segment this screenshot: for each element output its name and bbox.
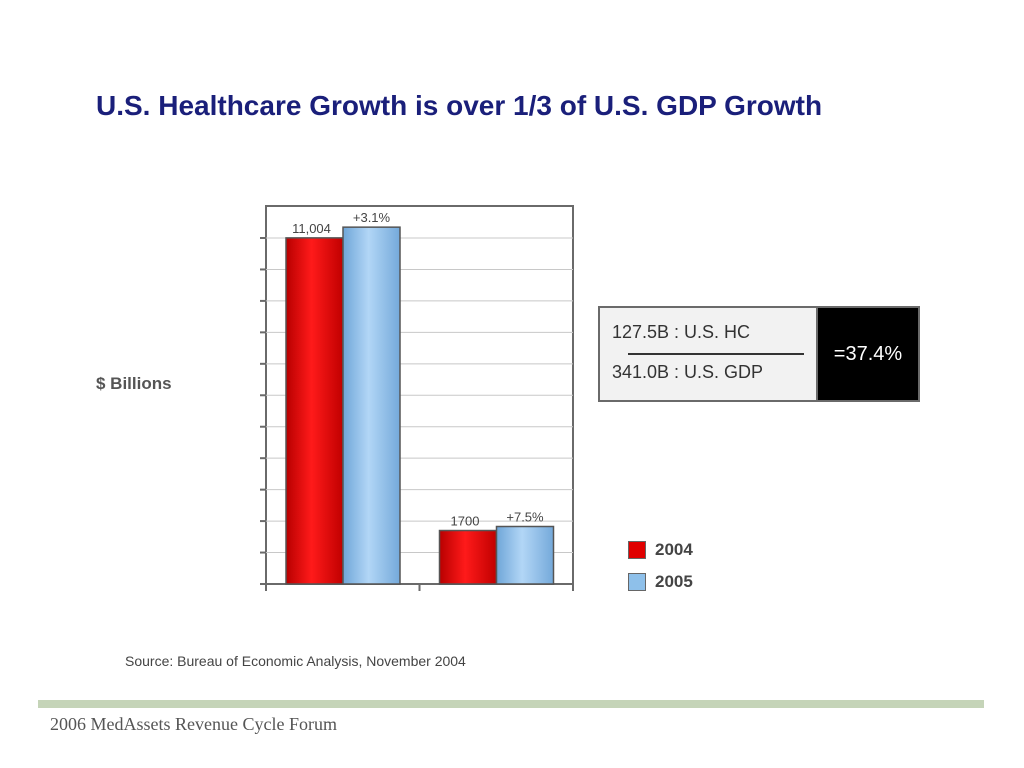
data-label: 1700: [451, 514, 480, 529]
ratio-fraction: 127.5B : U.S. HC 341.0B : U.S. GDP: [600, 308, 818, 400]
legend-swatch-2004: [628, 541, 646, 559]
ratio-result: =37.4%: [818, 308, 918, 400]
footer-divider: [38, 700, 984, 708]
legend-label-2005: 2005: [655, 572, 693, 591]
legend-item-2004: 2004: [628, 534, 693, 566]
page-title: U.S. Healthcare Growth is over 1/3 of U.…: [96, 90, 823, 121]
bar-2004-1: [438, 529, 498, 585]
chart-legend: 2004 2005: [628, 534, 693, 598]
legend-item-2005: 2005: [628, 566, 693, 598]
ratio-denominator: 341.0B : U.S. GDP: [612, 362, 764, 382]
fraction-line: [628, 353, 804, 355]
data-label: +7.5%: [506, 510, 544, 525]
bar-2004-0: [285, 237, 344, 585]
bar-2005-0: [342, 226, 401, 585]
source-note: Source: Bureau of Economic Analysis, Nov…: [125, 653, 466, 669]
data-label: 11,004: [292, 221, 331, 236]
legend-label-2004: 2004: [655, 540, 693, 559]
legend-swatch-2005: [628, 573, 646, 591]
footer-text: 2006 MedAssets Revenue Cycle Forum: [50, 714, 337, 734]
y-axis-label: $ Billions: [96, 374, 172, 393]
ratio-numerator: 127.5B : U.S. HC: [612, 322, 751, 342]
bar-2005-1: [495, 525, 555, 585]
data-label: +3.1%: [353, 210, 391, 225]
ratio-box: 127.5B : U.S. HC 341.0B : U.S. GDP =37.4…: [598, 306, 920, 402]
